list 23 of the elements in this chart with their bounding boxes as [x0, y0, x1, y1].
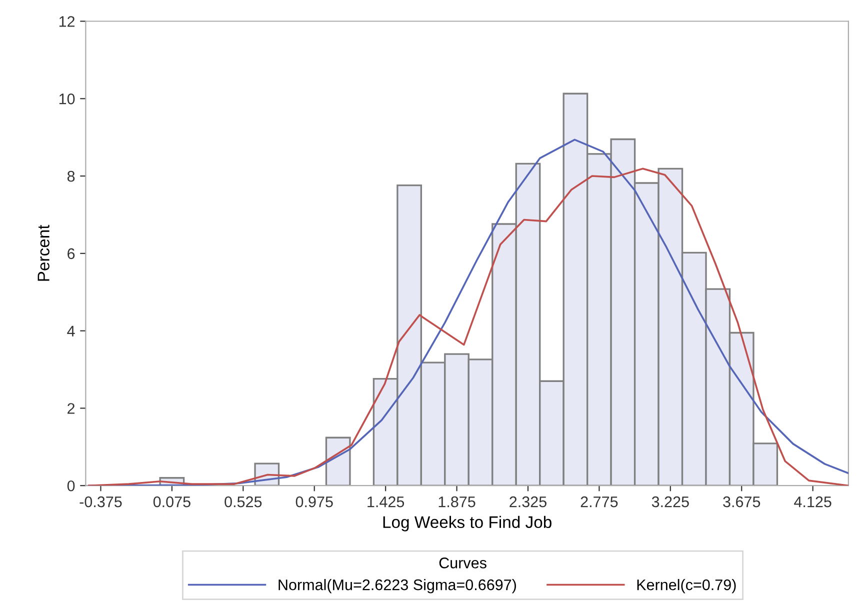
y-tick-label: 4: [67, 326, 75, 336]
y-axis-title: Percent: [38, 224, 50, 281]
y-tick-label: 12: [59, 16, 75, 27]
y-tick-label: 2: [68, 403, 75, 414]
x-tick-label: 3.225: [652, 496, 689, 508]
y-tick-label: 8: [67, 170, 75, 182]
y-tick-label: 6: [68, 248, 75, 260]
legend-label: Kernel(c=0.79): [637, 579, 736, 594]
x-tick-label: -0.375: [80, 496, 122, 508]
x-tick-label: 3.675: [723, 496, 760, 508]
x-tick-label: 0.525: [224, 496, 262, 508]
x-tick-label: 2.325: [510, 496, 546, 508]
legend-label: Normal(Mu=2.6223 Sigma=0.6697): [278, 579, 516, 594]
x-tick-label: 0.975: [296, 496, 333, 508]
x-tick-label: 1.875: [438, 496, 476, 508]
legend-title: Curves: [439, 558, 486, 568]
x-tick-label: 4.125: [794, 496, 832, 508]
x-axis-title: Log Weeks to Find Job: [383, 516, 552, 532]
x-tick-label: 1.425: [368, 496, 404, 508]
x-tick-label: 2.775: [580, 496, 618, 508]
y-tick-label: 10: [59, 94, 75, 104]
y-tick-label: 0: [67, 480, 75, 492]
x-tick-label: 0.075: [153, 496, 190, 508]
